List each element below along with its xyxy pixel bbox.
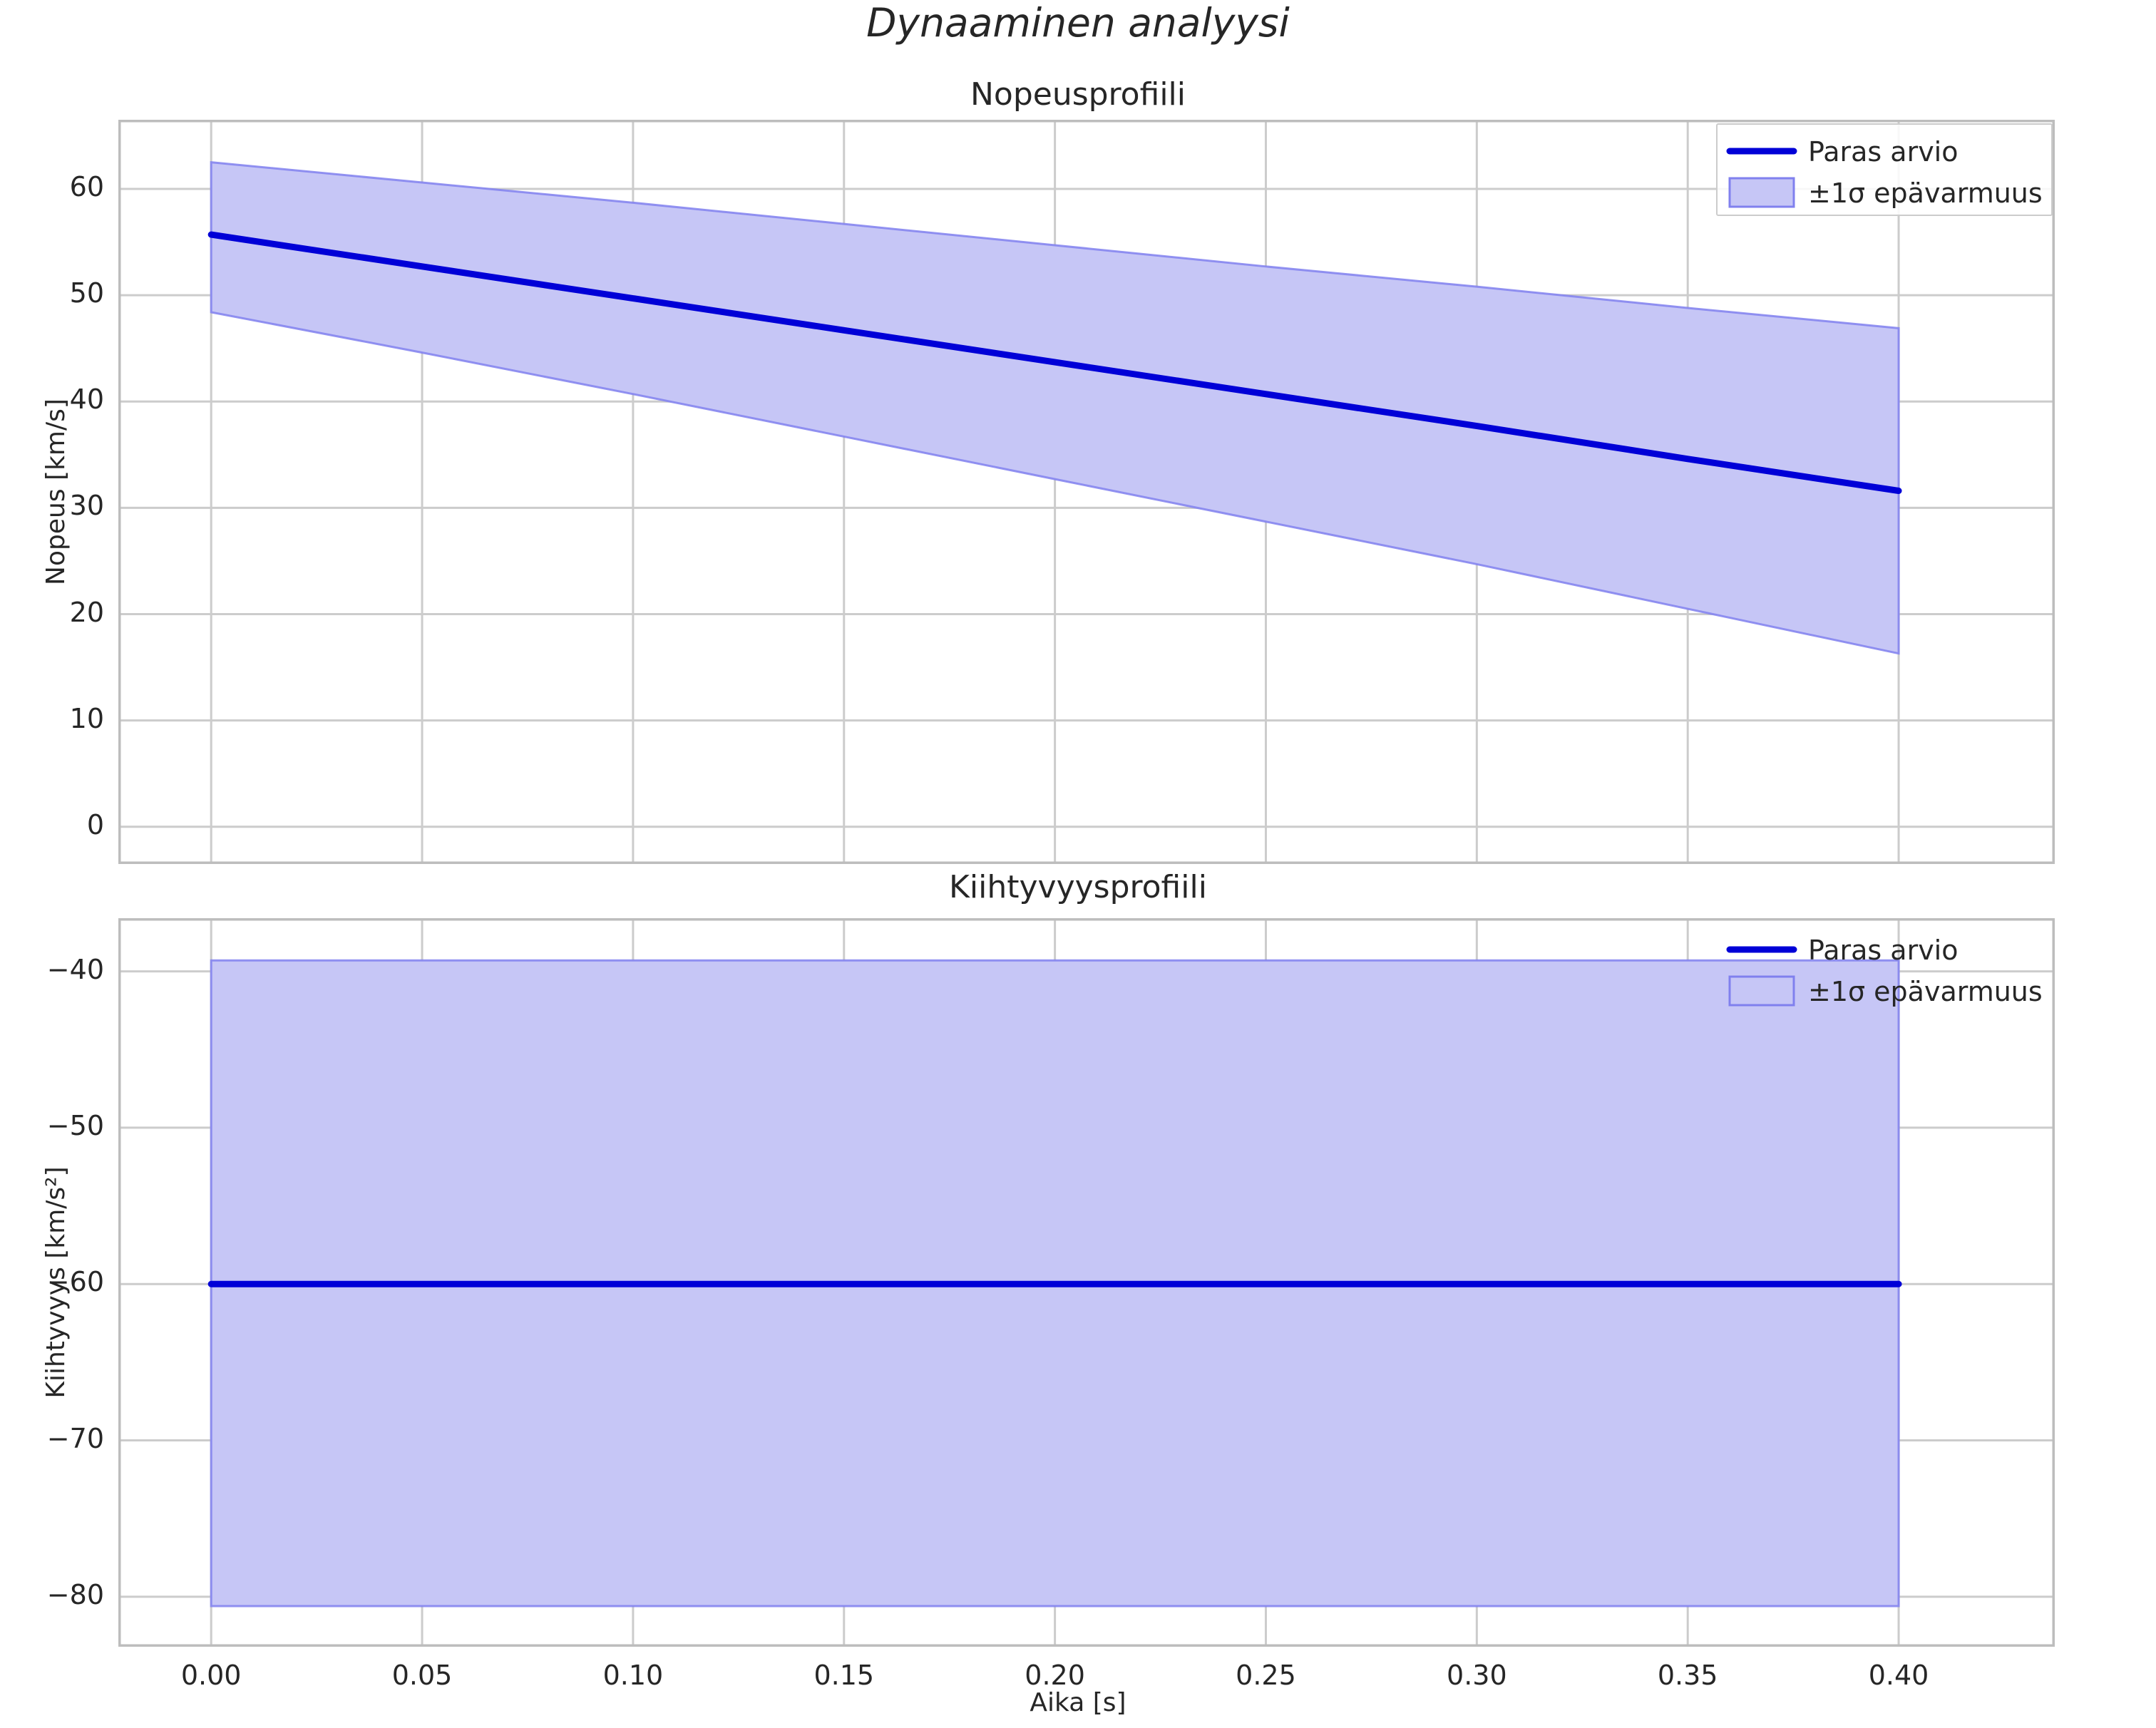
velocity-axes-frame — [118, 120, 2055, 864]
acceleration-plot-area: Paras arvio ±1σ epävarmuus — [118, 918, 2055, 1647]
velocity-legend[interactable]: Paras arvio ±1σ epävarmuus — [1716, 123, 2053, 216]
velocity-legend-label-best-estimate: Paras arvio — [1808, 136, 1958, 168]
acceleration-x-tick-label: 0.15 — [813, 1660, 875, 1691]
velocity-plot-area: Paras arvio ±1σ epävarmuus — [118, 120, 2055, 864]
acceleration-x-tick-label: 0.05 — [391, 1660, 453, 1691]
acceleration-legend[interactable]: Paras arvio ±1σ epävarmuus — [1726, 935, 2043, 1007]
velocity-y-tick-label: 30 — [69, 490, 104, 522]
velocity-y-tick-label: 10 — [69, 702, 104, 734]
acceleration-x-tick-label: 0.00 — [180, 1660, 242, 1691]
acceleration-y-tick-label: −70 — [46, 1422, 104, 1454]
acceleration-y-tick-label: −40 — [46, 953, 104, 985]
acceleration-x-tick-label: 0.25 — [1236, 1660, 1296, 1691]
acceleration-y-tick-label: −50 — [46, 1109, 104, 1141]
acceleration-y-tick-label: −80 — [46, 1578, 104, 1610]
acceleration-legend-band-swatch — [1728, 975, 1795, 1007]
acceleration-legend-label-uncertainty: ±1σ epävarmuus — [1808, 976, 2043, 1007]
acceleration-x-tick-label: 0.20 — [1025, 1660, 1085, 1691]
velocity-y-tick-label: 40 — [69, 384, 104, 416]
velocity-best-estimate-line — [207, 231, 1902, 495]
velocity-uncertainty-band — [210, 161, 1900, 655]
velocity-subplot-title: Nopeusprofiili — [970, 76, 1186, 113]
velocity-legend-label-uncertainty: ±1σ epävarmuus — [1808, 178, 2043, 209]
acceleration-x-tick-label: 0.30 — [1447, 1660, 1507, 1691]
acceleration-subplot-title: Kiihtyvyysprofiili — [949, 869, 1207, 905]
acceleration-x-tick-label: 0.40 — [1868, 1660, 1929, 1691]
acceleration-y-tick-label: −60 — [46, 1266, 104, 1298]
velocity-y-tick-label: 0 — [86, 808, 104, 840]
velocity-y-tick-label: 20 — [69, 596, 104, 628]
figure-suptitle: Dynaaminen analyysi — [866, 0, 1290, 46]
acceleration-x-tick-label: 0.10 — [602, 1660, 664, 1691]
time-x-axis-label: Aika [s] — [1030, 1688, 1126, 1717]
velocity-legend-frame — [1716, 123, 2053, 216]
acceleration-legend-label-best-estimate: Paras arvio — [1808, 935, 1958, 966]
acceleration-x-tick-label: 0.35 — [1657, 1660, 1718, 1691]
velocity-y-tick-label: 50 — [69, 277, 104, 309]
velocity-y-tick-label: 60 — [69, 170, 104, 202]
velocity-legend-band-swatch — [1728, 177, 1795, 208]
acceleration-axes-frame — [118, 918, 2055, 1647]
